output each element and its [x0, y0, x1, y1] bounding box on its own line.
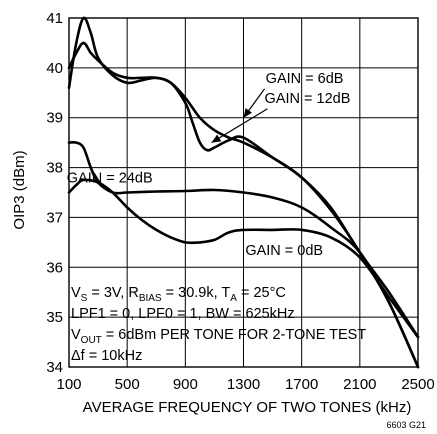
x-tick-4: 1700	[285, 376, 318, 393]
conditions-block: VS = 3V, RBIAS = 30.9k, TA = 25°C LPF1 =…	[71, 285, 366, 364]
annotation-arrow-head-0	[243, 108, 253, 118]
annotation-0: GAIN = 6dB	[266, 71, 344, 87]
series-lines	[67, 16, 420, 369]
x-tick-1: 500	[115, 376, 140, 393]
series-line-3	[67, 178, 420, 339]
figure-code: 6603 G21	[386, 420, 426, 430]
conditions-line-3: VOUT = 6dBm PER TONE FOR 2-TONE TEST	[71, 327, 366, 346]
conditions-line-4: Δf = 10kHz	[71, 348, 142, 364]
y-tick-5: 39	[46, 110, 63, 127]
series-line-0	[67, 16, 420, 339]
y-tick-7: 41	[46, 10, 63, 27]
annotation-arrow-head-1	[211, 134, 222, 143]
annotation-arrow-line-1	[211, 108, 268, 144]
y-axis-label: OIP3 (dBm)	[11, 150, 28, 229]
annotation-arrows	[211, 88, 268, 144]
y-tick-0: 34	[46, 359, 63, 376]
x-tick-2: 900	[173, 376, 198, 393]
y-tick-1: 35	[46, 309, 63, 326]
annotation-1: GAIN = 12dB	[265, 91, 351, 107]
x-tick-5: 2100	[343, 376, 376, 393]
annotation-3: GAIN = 0dB	[245, 243, 323, 259]
x-tick-0: 100	[56, 376, 81, 393]
annotation-2: GAIN = 24dB	[67, 171, 153, 187]
x-tick-3: 1300	[227, 376, 260, 393]
y-tick-2: 36	[46, 259, 63, 276]
series-line-1	[67, 41, 420, 369]
x-axis-label: AVERAGE FREQUENCY OF TWO TONES (kHz)	[83, 399, 412, 416]
series-line-2	[67, 140, 420, 369]
x-tick-6: 2500	[401, 376, 434, 393]
y-tick-3: 37	[46, 209, 63, 226]
conditions-line-2: LPF1 = 0, LPF0 = 1, BW = 625kHz	[71, 306, 295, 322]
y-tick-4: 38	[46, 160, 63, 177]
x-tick-labels: 100 500 900 1300 1700 2100 2500	[56, 376, 434, 393]
conditions-line-1: VS = 3V, RBIAS = 30.9k, TA = 25°C	[71, 285, 286, 304]
y-tick-labels: 34 35 36 37 38 39 40 41	[46, 10, 63, 376]
annotations: GAIN = 6dB GAIN = 12dB GAIN = 24dB GAIN = 0…	[67, 71, 351, 259]
y-tick-6: 40	[46, 60, 63, 77]
